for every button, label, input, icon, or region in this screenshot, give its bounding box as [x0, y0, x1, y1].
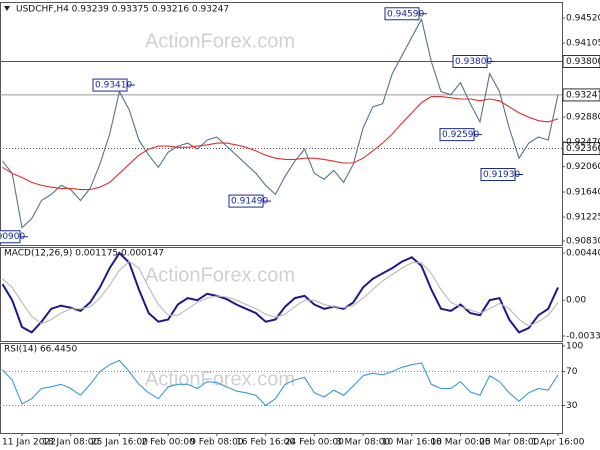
- y-tick-label: 0.94520: [566, 13, 600, 23]
- x-tick-label: 16 Feb 16:00: [236, 438, 295, 448]
- annotation-label: 0.90900: [0, 232, 25, 242]
- y-tick-label: 0.91225: [566, 213, 600, 223]
- axis-level-box: [562, 55, 600, 69]
- y-tick-label: -0.003338: [566, 332, 600, 342]
- y-tick-label: 0.90830: [566, 236, 600, 246]
- series-line: [2, 260, 559, 327]
- last-price-label: 0.93247: [566, 90, 600, 100]
- series-line: [2, 96, 559, 191]
- x-tick-label: 1 Apr 16:00: [531, 438, 584, 448]
- x-tick-label: 18 Jan 08:00: [42, 438, 99, 448]
- axis-level-label: 0.92360: [566, 144, 600, 154]
- annotation-label: 0.94590: [387, 9, 424, 19]
- symbol-menu-icon: [4, 6, 10, 11]
- panel-title: RSI(14) 66.4450: [4, 345, 77, 355]
- y-tick-label: 0.92880: [566, 113, 600, 123]
- x-tick-label: 11 Jan 2022: [2, 438, 56, 448]
- axis-level-label: 0.93800: [566, 57, 600, 67]
- annotation-label: 0.91930: [483, 170, 520, 180]
- x-tick-label: 24 Feb 00:00: [285, 438, 344, 448]
- y-tick-label: 100: [566, 342, 583, 352]
- panel-frame: [0, 247, 563, 342]
- series-line: [2, 17, 559, 229]
- y-tick-label: 0.004403: [566, 249, 600, 259]
- y-tick-label: 30: [566, 401, 578, 411]
- x-tick-label: 9 Feb 08:00: [190, 438, 244, 448]
- annotation-label: 0.93410: [95, 81, 132, 91]
- watermark: ActionForex.com: [145, 30, 295, 52]
- y-tick-label: 70: [566, 367, 578, 377]
- x-tick-label: 25 Mar 08:00: [479, 438, 539, 448]
- watermark: ActionForex.com: [145, 264, 295, 286]
- y-tick-label: 0.92060: [566, 162, 600, 172]
- x-tick-label: 10 Mar 16:00: [382, 438, 442, 448]
- annotation-label: 0.92590: [442, 130, 479, 140]
- series-line: [2, 359, 559, 407]
- panel-title: MACD(12,26,9) 0.001175 0.000147: [4, 249, 164, 259]
- x-tick-label: 2 Feb 00:00: [142, 438, 196, 448]
- y-tick-label: 0.00: [566, 296, 586, 306]
- panel-title: USDCHF,H4 0.93239 0.93375 0.93216 0.9324…: [16, 5, 229, 15]
- last-price-box: [562, 88, 600, 102]
- axis-level-box: [562, 142, 600, 156]
- x-tick-label: 25 Jan 16:00: [91, 438, 148, 448]
- annotation-label: 0.91490: [231, 197, 268, 207]
- annotation-label: 0.93800: [455, 57, 492, 67]
- panel-frame: [0, 2, 563, 246]
- x-tick-label: 3 Mar 08:00: [336, 438, 391, 448]
- y-tick-label: 0.91640: [566, 188, 600, 198]
- panel-frame: [0, 343, 563, 434]
- y-tick-label: 0.94105: [566, 39, 600, 49]
- y-tick-label: 0.92470: [566, 137, 600, 147]
- x-tick-label: 18 Mar 00:00: [430, 438, 490, 448]
